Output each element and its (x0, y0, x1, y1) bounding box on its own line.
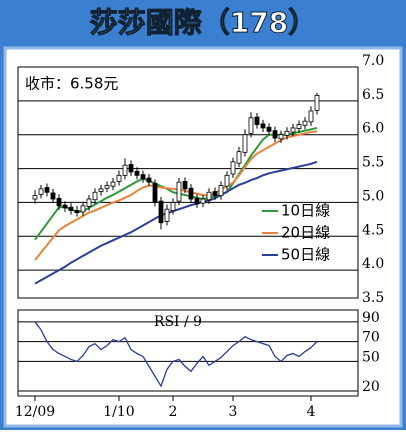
candle-body (266, 126, 272, 132)
candle-body (314, 95, 320, 111)
legend-label: 20日線 (281, 224, 330, 242)
candle-body (38, 188, 44, 195)
legend-label: 50日線 (281, 246, 330, 264)
candle-body (188, 187, 194, 200)
chart-panel (3, 46, 403, 428)
candle-body (170, 202, 176, 211)
rsi-line (34, 321, 318, 388)
candle-body (248, 117, 254, 134)
candle-body (116, 174, 122, 182)
candle-body (122, 164, 128, 176)
candle-body (146, 177, 152, 183)
y-tick-label: 4.0 (362, 256, 384, 272)
candle-body (110, 181, 116, 187)
x-tick-label: 1/10 (103, 404, 134, 420)
moving-average-line (34, 130, 318, 261)
y-tick-label: 6.5 (362, 87, 384, 103)
candle-body (296, 124, 302, 130)
x-tick-label: 4 (307, 404, 316, 420)
candle-body (128, 164, 134, 173)
candle-body (92, 191, 98, 201)
y-tick-label: 7.0 (362, 53, 384, 69)
x-tick-label: 12/09 (15, 404, 55, 420)
legend-label: 10日線 (281, 202, 330, 220)
candle-body (44, 187, 50, 193)
candle-body (260, 123, 266, 129)
y-tick-label: 5.5 (362, 155, 384, 171)
candle-body (176, 181, 182, 202)
candle-body (230, 161, 236, 175)
candle-body (206, 191, 212, 201)
candle-body (308, 110, 314, 123)
rsi-frame (17, 309, 359, 397)
candle-body (212, 191, 218, 197)
y-tick-label: 3.5 (362, 290, 384, 306)
candle-body (290, 127, 296, 133)
y-tick-label: 4.5 (362, 222, 384, 238)
y-tick-label: 50 (362, 349, 380, 365)
candle-body (62, 204, 68, 209)
candle-body (104, 185, 110, 189)
candle-body (74, 210, 80, 213)
candle-body (278, 134, 284, 140)
candle-body (284, 130, 290, 136)
candle-body (152, 183, 158, 203)
candle-body (164, 208, 170, 222)
candle-body (272, 130, 278, 139)
candle-body (302, 120, 308, 126)
candle-body (134, 170, 140, 176)
y-tick-label: 5.0 (362, 188, 384, 204)
candle-body (158, 200, 164, 224)
candle-body (56, 197, 62, 207)
candle-body (86, 198, 92, 207)
candle-body (32, 195, 38, 200)
candle-body (68, 206, 74, 211)
candle-body (140, 174, 146, 180)
x-tick-label: 3 (229, 404, 238, 420)
candle-body (224, 174, 230, 187)
candle-body (98, 188, 104, 192)
candle-body (182, 181, 188, 190)
y-tick-label: 20 (362, 379, 380, 395)
candle-body (254, 116, 260, 125)
candle-body (200, 198, 206, 204)
y-tick-label: 70 (362, 330, 380, 346)
candle-body (236, 151, 242, 164)
candle-body (194, 197, 200, 205)
y-tick-label: 6.0 (362, 121, 384, 137)
candle-body (50, 192, 56, 200)
candle-body (80, 205, 86, 213)
x-tick-label: 2 (169, 404, 178, 420)
price-frame (17, 66, 359, 299)
candle-body (218, 185, 224, 197)
candle-body (242, 134, 248, 153)
close-annotation: 收市：6.58元 (25, 75, 118, 93)
page-title: 莎莎國際（178） (90, 6, 316, 39)
y-tick-label: 90 (362, 310, 380, 326)
moving-average-line (34, 160, 318, 285)
